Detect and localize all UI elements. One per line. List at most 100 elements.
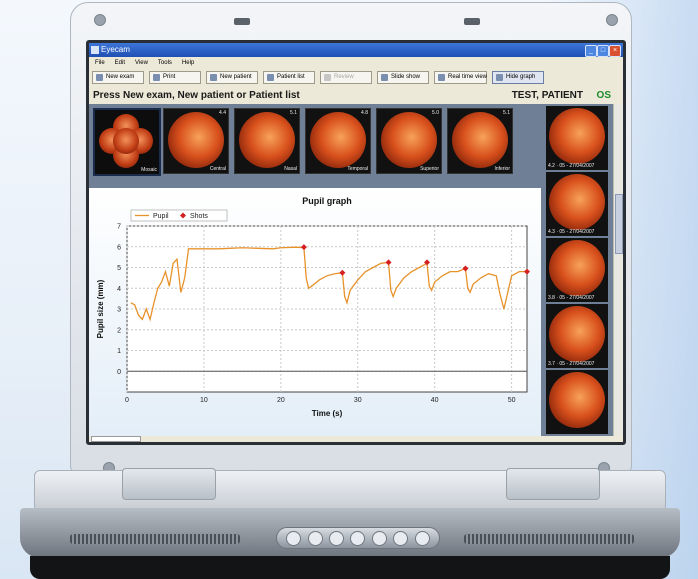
app-icon [91,46,99,54]
y-axis-label: Pupil size (mm) [96,279,105,338]
media-button[interactable] [350,530,366,546]
maximize-icon[interactable]: □ [597,45,609,57]
real-time-view-button[interactable]: Real time view [434,71,487,84]
info-bar: Press New exam, New patient or Patient l… [89,88,623,104]
thumbnail-caption: Temporal [347,166,368,172]
slide-show-icon [381,74,388,81]
speaker-grille-right [464,534,634,544]
print-icon [153,74,160,81]
toolbar: New exam Print New patient Patient list … [89,68,623,89]
thumbnail-value: 4.8 [361,110,368,116]
history-thumbnail[interactable]: 4.2 · 05 - 27/04/2007 [546,106,608,170]
thumbnail-caption: Nasal [284,166,297,172]
menu-help[interactable]: Help [181,59,195,66]
thumbnail-superior[interactable]: 5.0 Superior [376,108,442,174]
fundus-image [168,112,224,168]
menu-tools[interactable]: Tools [157,59,172,66]
y-tick-label: 5 [117,265,121,272]
thumbnail-mosaic[interactable]: Mosaic [93,108,161,176]
thumbnail-nasal[interactable]: 5.1 Nasal [234,108,300,174]
review-button[interactable]: Review [320,71,372,84]
history-caption: 3.7 · 05 - 27/04/2007 [548,361,595,367]
media-button[interactable] [414,530,430,546]
lid-latch [464,18,480,25]
menu-file[interactable]: File [95,59,105,66]
hinge-left [122,468,216,500]
thumbnail-value: 5.1 [503,110,510,116]
history-scrollbar[interactable] [613,104,623,436]
fundus-image [549,108,605,164]
new-patient-button[interactable]: New patient [206,71,258,84]
new-patient-icon [210,74,217,81]
scrollbar-thumb[interactable] [615,194,623,254]
history-thumbnail[interactable]: 4.3 · 05 - 27/04/2007 [546,172,608,236]
history-thumbnail[interactable]: 3.7 · 05 - 27/04/2007 [546,304,608,368]
x-tick-label: 50 [508,397,516,404]
fundus-image [549,174,605,230]
menu-view[interactable]: View [135,59,148,66]
shot-marker [339,269,346,276]
minimize-icon[interactable]: _ [585,45,597,57]
x-tick-label: 20 [277,397,285,404]
fundus-image [549,372,605,428]
x-axis-label: Time (s) [312,409,343,418]
legend-shots-label: Shots [190,213,208,220]
y-tick-label: 7 [117,224,121,231]
thumbnail-strip: Mosaic 4.4 Central 5.1 Nasal 4.8 Tempora… [89,104,541,188]
new-exam-button[interactable]: New exam [92,71,144,84]
fundus-image [549,240,605,296]
hide-graph-icon [496,74,503,81]
patient-list-button[interactable]: Patient list [263,71,315,84]
status-tab[interactable] [91,436,141,442]
fundus-image [549,306,605,362]
thumbnail-temporal[interactable]: 4.8 Temporal [305,108,371,174]
exam-history-panel: 4.2 · 05 - 27/04/2007 4.3 · 05 - 27/04/2… [541,104,613,436]
slide-show-button[interactable]: Slide show [377,71,429,84]
app-window: Eyecam _ □ × File Edit View Tools Help N… [89,43,623,442]
x-tick-label: 30 [354,397,362,404]
media-button[interactable] [371,530,387,546]
eye-indicator: OS [596,90,611,101]
close-icon[interactable]: × [609,45,621,57]
patient-list-icon [267,74,274,81]
fundus-image [310,112,366,168]
status-bar [89,436,623,442]
history-caption: 4.2 · 05 - 27/04/2007 [548,163,595,169]
media-button[interactable] [307,530,323,546]
history-thumbnail[interactable]: 3.8 · 05 - 27/04/2007 [546,238,608,302]
instruction-text: Press New exam, New patient or Patient l… [93,90,300,101]
pupil-graph-panel: 0 10 20 30 40 50 0 1 2 3 4 5 6 7 Pupil graph Time (s) Pu… [89,188,541,436]
fundus-image [381,112,437,168]
media-button[interactable] [393,530,409,546]
title-bar: Eyecam _ □ × [89,43,623,57]
media-buttons [276,527,440,549]
x-tick-label: 40 [431,397,439,404]
thumbnail-inferior[interactable]: 5.1 Inferior [447,108,513,174]
thumbnail-value: 4.4 [219,110,226,116]
new-exam-icon [96,74,103,81]
print-button[interactable]: Print [149,71,201,84]
hide-graph-button[interactable]: Hide graph [492,71,544,84]
legend-box [130,209,228,222]
menu-edit[interactable]: Edit [114,59,126,66]
fundus-image [113,128,139,154]
history-thumbnail[interactable] [546,370,608,434]
lid-latch [234,18,250,25]
speaker-grille-left [70,534,240,544]
legend-pupil-label: Pupil [153,213,169,220]
shot-marker [462,265,469,272]
history-caption: 3.8 · 05 - 27/04/2007 [548,295,595,301]
shot-marker [385,259,392,266]
review-icon [324,74,331,81]
lid-screw [94,14,106,26]
fundus-image [452,112,508,168]
y-tick-label: 2 [117,327,121,334]
y-tick-label: 3 [117,307,121,314]
pupil-series-line [130,246,527,322]
legend-shots-swatch [180,212,186,219]
laptop-bottom [30,556,670,579]
media-button[interactable] [286,530,302,546]
thumbnail-central[interactable]: 4.4 Central [163,108,229,174]
media-button[interactable] [329,530,345,546]
window-title: Eyecam [101,45,130,54]
